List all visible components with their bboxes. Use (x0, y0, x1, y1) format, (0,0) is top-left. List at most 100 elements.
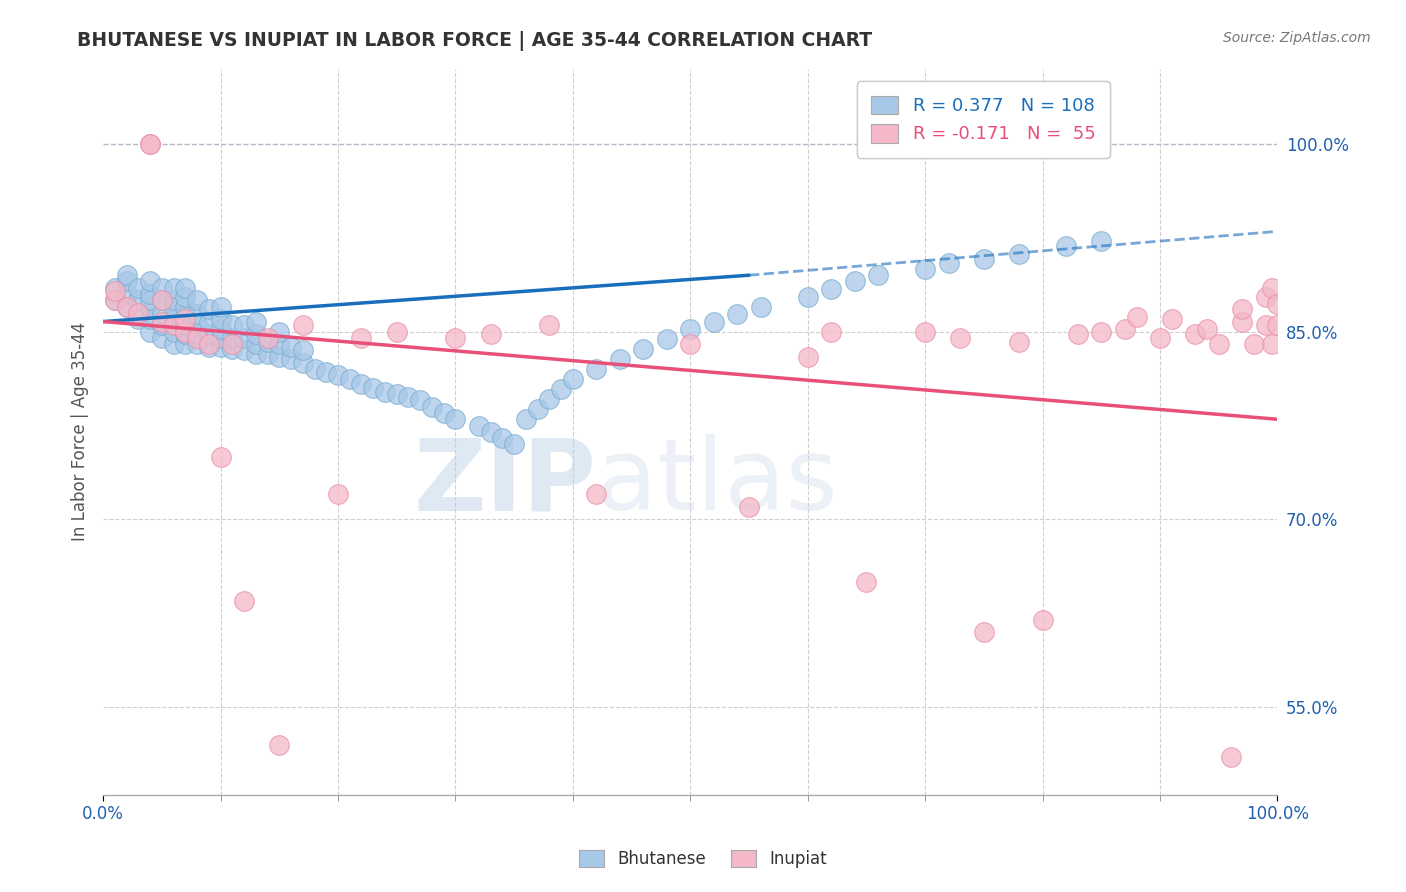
Point (1267, 318, 1289, 333)
Point (162, 337, 184, 351)
Point (585, 362, 607, 376)
Point (291, 343, 314, 358)
Point (198, 337, 221, 351)
Point (738, 500, 761, 514)
Point (1195, 322, 1218, 336)
Point (503, 437, 526, 451)
Point (139, 300, 162, 314)
Point (1149, 331, 1171, 345)
Point (162, 318, 184, 333)
Point (420, 400, 443, 414)
Point (550, 382, 572, 396)
Point (515, 412, 537, 426)
Point (256, 331, 278, 345)
Point (127, 281, 149, 295)
Point (174, 281, 197, 295)
Point (104, 293, 127, 308)
Point (868, 268, 890, 283)
Point (209, 322, 232, 336)
Point (127, 312, 149, 326)
Point (186, 337, 208, 351)
Point (1125, 310, 1147, 324)
Point (139, 287, 162, 301)
Point (174, 300, 197, 314)
Point (291, 356, 314, 370)
Point (398, 390, 420, 404)
Point (326, 487, 349, 501)
Point (174, 337, 197, 351)
Point (221, 331, 243, 345)
Point (139, 275, 162, 289)
Point (198, 314, 221, 328)
Point (1090, 325, 1112, 339)
Point (444, 412, 467, 426)
Point (115, 268, 138, 283)
Point (820, 325, 842, 339)
Point (150, 306, 173, 320)
Point (1008, 247, 1031, 261)
Text: Source: ZipAtlas.com: Source: ZipAtlas.com (1223, 31, 1371, 45)
Point (233, 318, 256, 333)
Point (162, 293, 184, 308)
Point (538, 318, 561, 333)
Point (844, 275, 866, 289)
Point (115, 275, 138, 289)
Point (914, 325, 936, 339)
Point (139, 325, 162, 339)
Point (150, 293, 173, 308)
Point (115, 287, 138, 301)
Point (150, 281, 173, 295)
Point (703, 314, 725, 328)
Point (1254, 318, 1277, 333)
Point (468, 418, 491, 433)
Point (949, 331, 972, 345)
Point (749, 300, 772, 314)
Point (186, 331, 208, 345)
Point (162, 281, 184, 295)
Point (526, 402, 548, 417)
Point (491, 431, 513, 445)
Point (139, 136, 162, 151)
Point (174, 312, 197, 326)
Point (1219, 750, 1241, 764)
Point (1208, 337, 1230, 351)
Point (150, 293, 173, 308)
Point (1032, 613, 1054, 627)
Point (174, 310, 197, 324)
Point (796, 350, 818, 364)
Point (162, 312, 184, 326)
Point (269, 325, 291, 339)
Point (245, 337, 267, 351)
Point (150, 314, 173, 328)
Point (245, 347, 267, 361)
Point (679, 322, 702, 336)
Point (609, 352, 631, 367)
Point (174, 325, 197, 339)
Point (209, 300, 232, 314)
Point (1232, 301, 1254, 316)
Point (973, 625, 995, 640)
Point (1008, 334, 1031, 349)
Point (209, 450, 232, 464)
Point (280, 340, 302, 354)
Point (385, 325, 408, 339)
Point (221, 337, 243, 351)
Point (127, 306, 149, 320)
Point (938, 255, 960, 269)
Point (209, 331, 232, 345)
Point (820, 282, 842, 296)
Point (725, 307, 748, 321)
Point (409, 393, 432, 408)
Point (1054, 239, 1077, 253)
Point (561, 372, 583, 386)
Point (1260, 337, 1282, 351)
Point (104, 281, 127, 295)
Point (269, 350, 291, 364)
Point (1267, 297, 1289, 311)
Point (914, 262, 936, 277)
Point (479, 327, 502, 342)
Point (209, 312, 232, 326)
Point (162, 325, 184, 339)
Point (1184, 327, 1206, 342)
Point (150, 318, 173, 333)
